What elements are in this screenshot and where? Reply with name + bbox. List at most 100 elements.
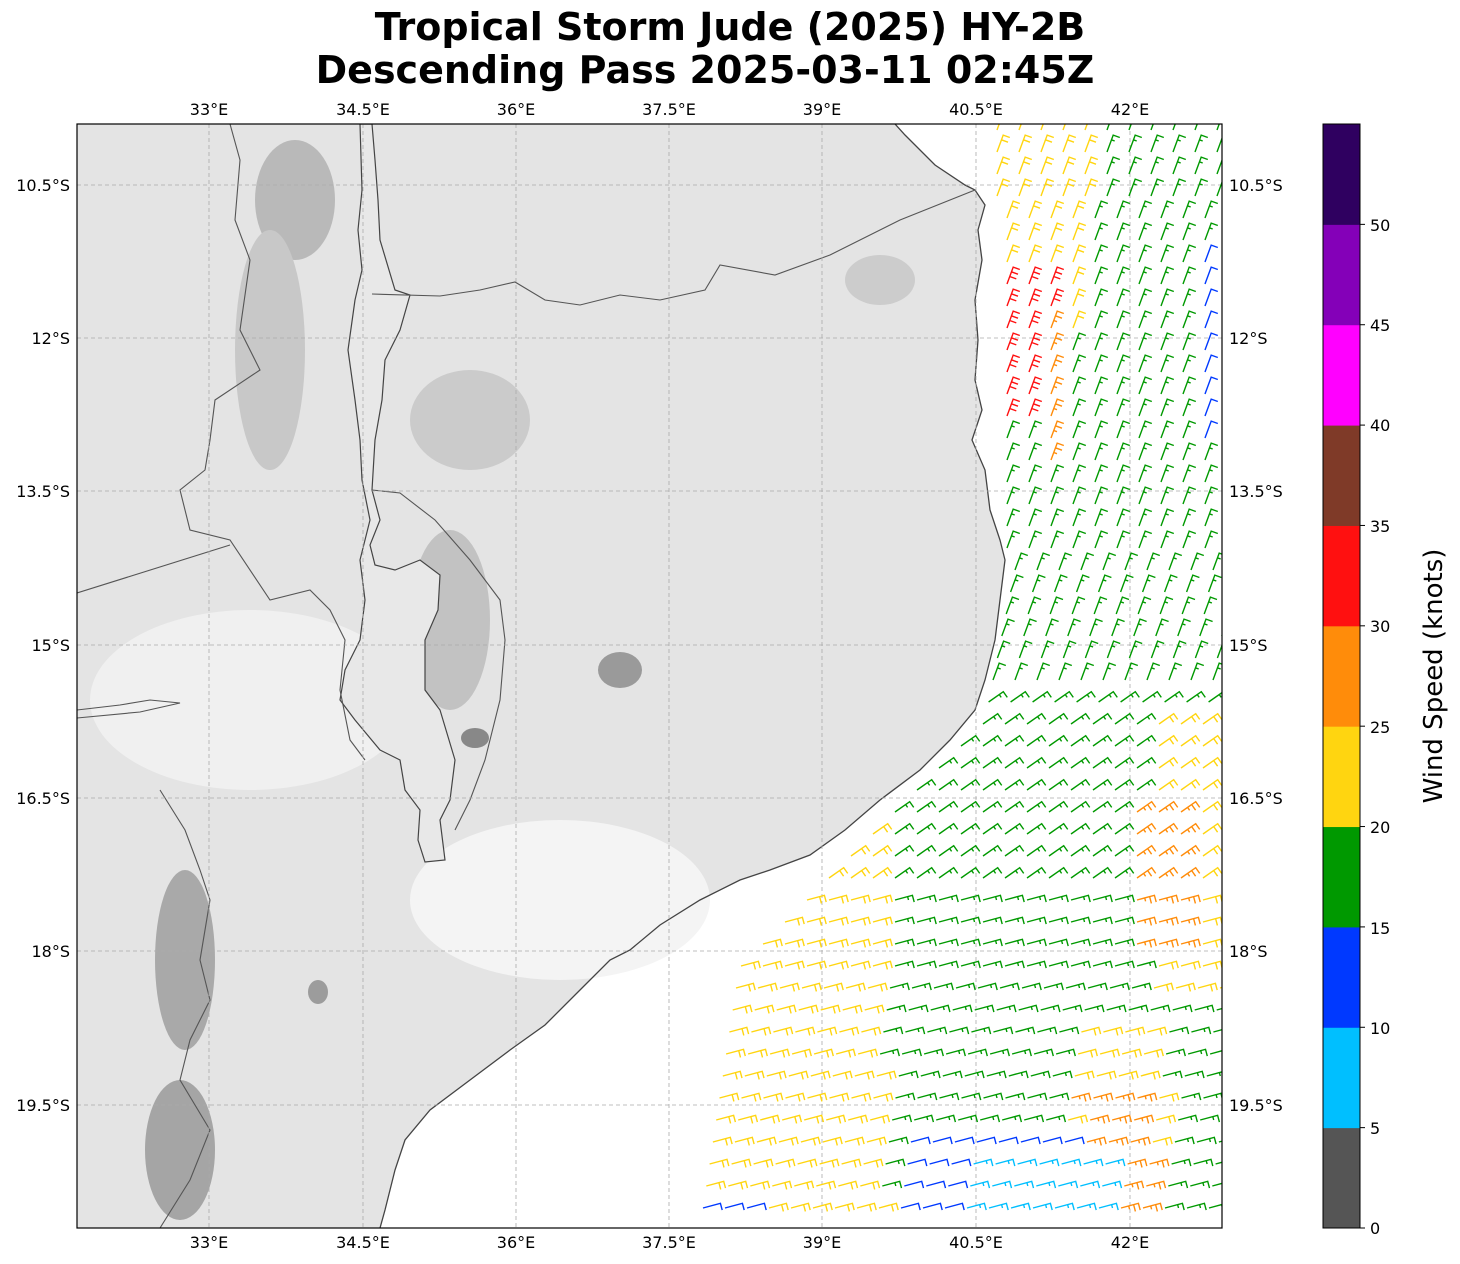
wind-barb [1031, 574, 1046, 593]
wind-barb [1158, 894, 1179, 904]
wind-barb [916, 960, 937, 969]
wind-barb [1140, 1070, 1161, 1080]
wind-barb [1096, 1070, 1117, 1080]
wind-barb [1116, 244, 1131, 263]
wind-barb [976, 1136, 997, 1145]
lon-tick-label: 37.5°E [642, 1233, 696, 1252]
wind-barb [960, 800, 981, 813]
wind-barb [1138, 266, 1153, 285]
wind-barb [1143, 1048, 1164, 1058]
wind-barb [1182, 398, 1197, 417]
wind-barb [966, 1202, 987, 1211]
colorbar-bin [1323, 525, 1360, 627]
wind-barb [930, 1004, 951, 1013]
wind-barb [1204, 486, 1219, 505]
wind-barb [942, 1070, 963, 1079]
wind-barb [1127, 1158, 1148, 1168]
wind-barb [1028, 508, 1043, 527]
wind-barb [1158, 822, 1179, 835]
wind-barb [1092, 800, 1113, 813]
wind-barb [964, 1070, 985, 1079]
wind-barb [1026, 734, 1047, 747]
wind-barb [797, 1158, 818, 1168]
wind-barb [1182, 244, 1197, 263]
wind-barb [1204, 288, 1219, 307]
colorbar-tick-label: 40 [1370, 416, 1390, 435]
wind-barb [1048, 756, 1069, 769]
wind-barb [1018, 640, 1033, 659]
wind-barb [702, 1202, 723, 1211]
wind-barb [1092, 960, 1113, 969]
wind-barb [1182, 530, 1197, 549]
wind-barb [1094, 222, 1109, 241]
wind-barb [807, 1092, 828, 1102]
wind-barb [1160, 376, 1175, 395]
wind-barb [1204, 376, 1219, 395]
wind-barb [866, 1136, 887, 1146]
wind-barb [1006, 398, 1021, 417]
wind-barb [1006, 376, 1021, 395]
wind-barb [1138, 530, 1153, 549]
wind-barb [911, 982, 932, 991]
wind-barb [1109, 982, 1130, 991]
wind-barb [1116, 486, 1131, 505]
wind-barb [1006, 420, 1021, 439]
wind-barb [1050, 332, 1065, 351]
wind-barb [1178, 1114, 1199, 1123]
wind-barb [996, 178, 1011, 197]
wind-barb [1160, 420, 1175, 439]
wind-barb [776, 1004, 797, 1014]
wind-barb [1036, 1180, 1057, 1189]
wind-barb [1010, 690, 1030, 703]
wind-barb [1004, 756, 1025, 769]
wind-barb [1202, 756, 1222, 769]
wind-barb [754, 1004, 775, 1014]
wind-barb [1062, 134, 1077, 153]
wind-barb [757, 982, 778, 992]
wind-barb [870, 1114, 891, 1124]
lon-tick-label: 42°E [1111, 1233, 1149, 1252]
wind-barb [1006, 508, 1021, 527]
wind-barb [1070, 822, 1091, 835]
wind-barb [1026, 778, 1047, 791]
wind-barb [873, 1092, 894, 1102]
wind-barb [1004, 844, 1025, 857]
wind-barb [1118, 1070, 1139, 1080]
wind-barb [1172, 178, 1187, 197]
wind-barb [1133, 618, 1147, 637]
wind-barb [756, 1136, 777, 1146]
wind-barb [1138, 244, 1153, 263]
wind-barb [732, 1004, 753, 1014]
wind-barb [938, 756, 959, 769]
wind-barb [1191, 1026, 1212, 1035]
wind-barb [1136, 916, 1157, 926]
wind-barb [1050, 354, 1065, 373]
wind-barb [1004, 734, 1025, 747]
wind-barb [1052, 1070, 1073, 1079]
wind-barb [1072, 420, 1087, 439]
wind-barb [1175, 982, 1196, 992]
wind-barb [1141, 574, 1156, 593]
wind-barb [894, 960, 915, 969]
wind-barb [1006, 266, 1021, 285]
wind-barb [1004, 800, 1025, 813]
wind-barb [1180, 916, 1201, 926]
wind-barb [1004, 960, 1025, 969]
wind-barb [923, 1048, 944, 1057]
wind-barb [1186, 1202, 1207, 1211]
country-border [77, 544, 231, 594]
wind-barb [916, 844, 937, 857]
wind-barb [722, 1070, 743, 1080]
coastline [379, 124, 1006, 1228]
wind-barb [1186, 690, 1206, 703]
wind-barb [1182, 508, 1197, 527]
wind-barb [938, 844, 959, 857]
wind-barb [1204, 398, 1219, 417]
wind-barb [1093, 596, 1108, 615]
wind-barb [1040, 640, 1055, 659]
wind-barb [1136, 778, 1157, 791]
wind-barb [1028, 530, 1043, 549]
wind-barb [1080, 662, 1095, 681]
wind-barb [806, 960, 827, 970]
lon-tick-label: 42°E [1111, 100, 1149, 119]
